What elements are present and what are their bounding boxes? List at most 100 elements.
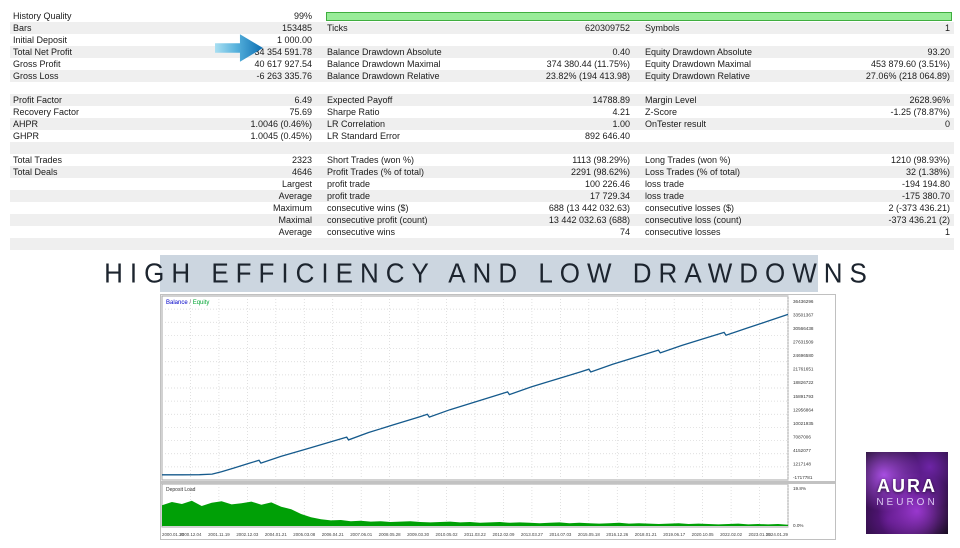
stat-label: Gross Loss xyxy=(13,71,59,81)
stat-value: 1.0045 (0.45%) xyxy=(250,131,312,141)
x-axis-label: 2007.06.01 xyxy=(350,532,373,537)
stats-spacer-row xyxy=(10,238,954,250)
x-axis-label: 2008.05.28 xyxy=(379,532,402,537)
stat-value: 0.40 xyxy=(612,47,630,57)
stat-value: 453 879.60 (3.51%) xyxy=(870,59,950,69)
stat-value: 34 354 591.78 xyxy=(254,47,312,57)
stat-value: 620309752 xyxy=(584,23,630,33)
x-axis-label: 2002.12.03 xyxy=(236,532,259,537)
y-axis-label: 33501367 xyxy=(793,313,814,318)
stat-value: 6.49 xyxy=(294,95,312,105)
banner-title: HIGH EFFICIENCY AND LOW DRAWDOWNS xyxy=(104,257,874,289)
stat-value: 2 (-373 436.21) xyxy=(888,203,950,213)
x-axis-label: 2023.01.15 xyxy=(749,532,772,537)
y-axis-label: 27631509 xyxy=(793,340,814,345)
stat-value: -1.25 (78.87%) xyxy=(890,107,950,117)
balance-equity-chart: Balance / Equity 36436296 33501367 30566438… xyxy=(160,294,836,540)
stat-value: 2628.96% xyxy=(909,95,950,105)
stat-label: Short Trades (won %) xyxy=(327,155,415,165)
x-axis-label: 2015.05.18 xyxy=(578,532,601,537)
x-axis-label: 2000.01.20 xyxy=(162,532,185,537)
y-axis-label: 15891793 xyxy=(793,394,814,399)
stat-value: 1 000.00 xyxy=(276,35,312,45)
stat-label: AHPR xyxy=(13,119,39,129)
stat-label: consecutive loss (count) xyxy=(645,215,742,225)
stats-row: Initial Deposit 1 000.00 xyxy=(10,34,954,46)
stat-value: 1.0046 (0.46%) xyxy=(250,119,312,129)
x-axis-label: 2024.01.29 xyxy=(766,532,789,537)
stat-value: 374 380.44 (11.75%) xyxy=(546,59,630,69)
stat-label: Balance Drawdown Maximal xyxy=(327,59,441,69)
stat-label: Z-Score xyxy=(645,107,678,117)
stat-value: Maximal xyxy=(278,215,312,225)
y-axis-label: -1717781 xyxy=(793,475,813,480)
stat-value: 93.20 xyxy=(927,47,950,57)
stats-row: Bars 153485 Ticks 620309752 Symbols 1 xyxy=(10,22,954,34)
stat-value: 0 xyxy=(944,119,950,129)
stat-value: Average xyxy=(278,227,312,237)
stat-value: 27.06% (218 064.89) xyxy=(865,71,950,81)
stat-label: consecutive profit (count) xyxy=(327,215,428,225)
stat-label: loss trade xyxy=(645,179,685,189)
stat-label: Loss Trades (% of total) xyxy=(645,167,741,177)
stats-row: Average profit trade 17 729.34 loss trade -1… xyxy=(10,190,954,202)
stat-label: Initial Deposit xyxy=(13,35,68,45)
stats-row: Total Deals 4646 Profit Trades (% of total… xyxy=(10,166,954,178)
sub-y-min-label: 0.0% xyxy=(793,523,803,528)
history-quality-progressbar xyxy=(326,11,952,21)
stat-value: 1 xyxy=(944,23,950,33)
stat-value: 17 729.34 xyxy=(589,191,630,201)
stat-value: 2291 (98.62%) xyxy=(570,167,630,177)
stat-label: Total Deals xyxy=(13,167,58,177)
stat-label: Total Trades xyxy=(13,155,63,165)
stat-value: 99% xyxy=(293,11,312,21)
stats-row: History Quality 99% xyxy=(10,10,954,22)
stat-label: GHPR xyxy=(13,131,40,141)
stat-value: 75.69 xyxy=(289,107,312,117)
x-axis-label: 2005.03.08 xyxy=(293,532,316,537)
x-axis-label: 2004.01.21 xyxy=(265,532,288,537)
stat-value: -6 263 335.76 xyxy=(256,71,312,81)
stats-table: History Quality 99% Bars 153485 Ticks 6203097… xyxy=(10,10,954,250)
stat-value: 1210 (98.93%) xyxy=(890,155,950,165)
x-axis-label: 2011.03.22 xyxy=(464,532,486,537)
x-axis-label: 2010.05.02 xyxy=(436,532,459,537)
y-axis-label: 10021935 xyxy=(793,421,814,426)
stat-label: Balance Drawdown Absolute xyxy=(327,47,442,57)
x-axis-label: 2020.10.05 xyxy=(692,532,715,537)
stats-row: Gross Loss -6 263 335.76 Balance Drawdown … xyxy=(10,70,954,82)
stat-label: Long Trades (won %) xyxy=(645,155,731,165)
x-axis-label: 2012.02.09 xyxy=(492,532,515,537)
stat-label: LR Standard Error xyxy=(327,131,401,141)
chart-legend: Balance / Equity xyxy=(166,300,209,306)
y-axis-label: 1217148 xyxy=(793,461,811,466)
stat-value: 153485 xyxy=(281,23,312,33)
stats-row: Average consecutive wins 74 consecutive los… xyxy=(10,226,954,238)
stat-value: 74 xyxy=(619,227,630,237)
stat-value: 32 (1.38%) xyxy=(905,167,950,177)
x-axis-label: 2016.12.26 xyxy=(606,532,629,537)
stat-label: Recovery Factor xyxy=(13,107,80,117)
stat-label: Equity Drawdown Absolute xyxy=(645,47,753,57)
logo-title: AURA xyxy=(877,476,937,496)
stat-value: 1113 (98.29%) xyxy=(572,155,630,165)
deposit-load-area xyxy=(162,500,788,526)
stat-label: consecutive losses xyxy=(645,227,721,237)
stat-value: 4.21 xyxy=(612,107,630,117)
stat-label: Profit Trades (% of total) xyxy=(327,167,425,177)
stats-row: Maximum consecutive wins ($) 688 (13 442 0… xyxy=(10,202,954,214)
stat-label: Profit Factor xyxy=(13,95,63,105)
stat-label: History Quality xyxy=(13,11,72,21)
stat-value: 688 (13 442 032.63) xyxy=(548,203,630,213)
x-axis-label: 2022.02.02 xyxy=(720,532,743,537)
stats-row: Profit Factor 6.49 Expected Payoff 14788.89… xyxy=(10,94,954,106)
stat-label: Margin Level xyxy=(645,95,697,105)
x-axis-label: 2019.06.17 xyxy=(663,532,686,537)
stat-label: Sharpe Ratio xyxy=(327,107,380,117)
stats-row: AHPR 1.0046 (0.46%) LR Correlation 1.00 OnTe… xyxy=(10,118,954,130)
stat-label: profit trade xyxy=(327,179,371,189)
aura-neuron-logo: AURA NEURON xyxy=(866,452,948,534)
stat-value: -175 380.70 xyxy=(901,191,950,201)
stat-label: Equity Drawdown Relative xyxy=(645,71,751,81)
x-axis-label: 2006.04.21 xyxy=(322,532,345,537)
